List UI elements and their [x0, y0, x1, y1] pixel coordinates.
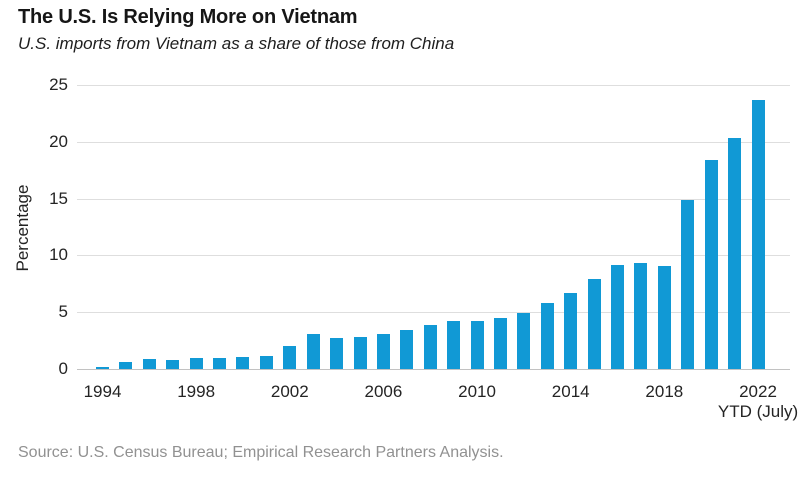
bar-2007	[400, 330, 414, 369]
chart-subtitle: U.S. imports from Vietnam as a share of …	[18, 34, 455, 53]
x-tick-note-ytd-july: YTD (July)	[717, 402, 799, 421]
plot-area	[77, 85, 790, 370]
x-tick-label-2010: 2010	[458, 382, 496, 401]
gridline-y0	[77, 369, 790, 370]
bar-2006	[376, 333, 390, 369]
bar-2011	[493, 318, 507, 369]
bar-2010	[470, 320, 484, 369]
bar-2021	[728, 138, 742, 369]
x-tick-label-2006: 2006	[364, 382, 403, 401]
bar-2013	[540, 303, 554, 369]
x-tick-label-1994: 1994	[83, 382, 122, 401]
chart-title: The U.S. Is Relying More on Vietnam	[18, 6, 358, 28]
gridline-y15	[77, 198, 790, 200]
gridline-y20	[77, 141, 790, 143]
bar-1998	[189, 358, 203, 369]
y-tick-label-5: 5	[58, 302, 68, 322]
y-tick-label-20: 20	[49, 131, 68, 151]
bar-2004	[330, 337, 344, 369]
bar-1999	[213, 357, 227, 369]
bar-1996	[142, 358, 156, 369]
bar-1994	[96, 366, 109, 369]
x-tick-label-2022: 2022	[739, 382, 777, 401]
bar-2003	[306, 333, 320, 369]
bar-2009	[447, 321, 461, 369]
bar-2015	[587, 279, 601, 369]
gridline-y25	[77, 85, 790, 86]
y-tick-label-0: 0	[58, 359, 68, 378]
bar-2002	[283, 345, 297, 369]
y-tick-label-25: 25	[49, 75, 68, 94]
y-tick-label-15: 15	[49, 188, 68, 208]
bar-2001	[259, 355, 273, 369]
x-tick-label-2018: 2018	[645, 382, 684, 401]
gridline-y10	[77, 255, 790, 257]
y-tick-label-10: 10	[49, 245, 68, 265]
bar-2000	[236, 357, 250, 369]
bar-2019	[681, 199, 695, 369]
bar-2014	[564, 292, 578, 369]
bar-2012	[517, 313, 531, 369]
x-tick-label-2002: 2002	[270, 382, 309, 401]
bar-2020	[704, 159, 718, 369]
bar-1997	[166, 359, 180, 369]
bar-2008	[423, 324, 437, 369]
bar-2022	[751, 99, 765, 369]
bar-1995	[119, 361, 133, 369]
bar-2017	[634, 263, 648, 369]
x-tick-label-2014: 2014	[551, 382, 590, 401]
x-tick-label-1998: 1998	[177, 382, 216, 401]
bar-2005	[353, 336, 367, 369]
source-attribution: Source: U.S. Census Bureau; Empirical Re…	[18, 444, 504, 461]
bar-2016	[611, 264, 625, 369]
gridline-y5	[77, 312, 790, 314]
bar-2018	[657, 265, 671, 369]
